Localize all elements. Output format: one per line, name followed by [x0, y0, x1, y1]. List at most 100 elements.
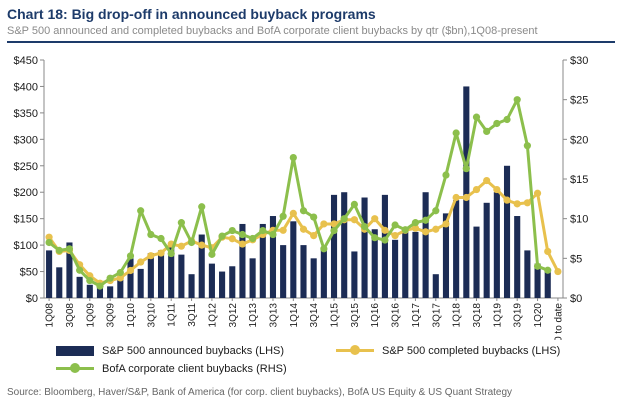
- x-tick-label: 1Q19: [492, 303, 503, 328]
- bar-announced: [463, 86, 470, 298]
- point-bofa: [381, 236, 389, 244]
- point-bofa: [452, 129, 460, 137]
- point-completed: [411, 224, 420, 232]
- y-right-tick-label: $10: [570, 214, 588, 226]
- y-left-tick-label: $50: [20, 267, 38, 279]
- bar-announced: [351, 251, 358, 298]
- chart-title: Chart 18: Big drop-off in announced buyb…: [7, 6, 376, 22]
- point-bofa: [533, 262, 542, 270]
- point-bofa: [76, 266, 84, 274]
- bar-announced: [117, 276, 124, 298]
- bar-announced: [544, 271, 551, 298]
- title-divider: [7, 41, 615, 43]
- bar-announced: [137, 268, 144, 298]
- point-bofa: [238, 230, 247, 239]
- point-bofa: [269, 230, 277, 239]
- point-bofa: [472, 113, 481, 121]
- point-bofa: [96, 282, 104, 290]
- x-tick-label: 3Q18: [472, 303, 483, 328]
- bar-announced: [280, 245, 287, 298]
- point-completed: [228, 235, 236, 243]
- bar-announced: [208, 263, 215, 298]
- legend-item-announced: S&P 500 announced buybacks (LHS): [56, 344, 306, 358]
- point-bofa: [411, 219, 420, 227]
- point-bofa: [249, 234, 257, 243]
- point-bofa: [55, 246, 63, 254]
- bar-announced: [483, 202, 490, 298]
- bar-announced: [259, 223, 266, 298]
- x-tick-label: 1Q15: [330, 303, 341, 328]
- bar-announced: [107, 286, 114, 298]
- x-tick-label: 3Q20 to date: [553, 303, 564, 340]
- bar-announced: [493, 192, 500, 298]
- x-tick-label: 3Q13: [269, 303, 280, 328]
- point-bofa: [218, 232, 226, 240]
- point-bofa: [106, 274, 114, 282]
- bar-announced: [330, 194, 338, 298]
- point-completed: [45, 233, 53, 241]
- point-completed: [462, 193, 470, 202]
- point-completed: [310, 231, 318, 240]
- point-bofa: [462, 165, 470, 173]
- point-bofa: [259, 226, 267, 235]
- bar-announced: [290, 221, 297, 298]
- point-bofa: [279, 212, 287, 220]
- point-bofa: [360, 223, 369, 231]
- bar-announced: [249, 258, 256, 298]
- legend-marker-bofa: [70, 363, 80, 373]
- bar-announced: [534, 263, 541, 298]
- legend-swatch-announced: [56, 346, 94, 356]
- point-bofa: [299, 207, 308, 215]
- x-tick-label: 3Q12: [228, 303, 239, 328]
- point-completed: [126, 266, 135, 275]
- y-left-tick-label: $200: [14, 187, 38, 199]
- point-completed: [157, 249, 165, 257]
- point-bofa: [116, 269, 124, 277]
- point-completed: [432, 225, 440, 233]
- x-tick-label: 1Q12: [207, 303, 218, 328]
- point-bofa: [157, 234, 165, 243]
- point-bofa: [126, 252, 135, 260]
- bar-announced: [514, 216, 521, 298]
- point-completed: [422, 228, 430, 236]
- point-bofa: [45, 238, 53, 247]
- y-right-tick-label: $30: [570, 55, 588, 67]
- bar-announced: [361, 197, 368, 298]
- y-left-tick-label: $250: [14, 161, 38, 173]
- y-right-tick-label: $5: [570, 253, 582, 265]
- point-completed: [299, 225, 308, 233]
- bar-announced: [219, 271, 226, 298]
- x-tick-label: 3Q10: [146, 303, 157, 328]
- point-bofa: [483, 127, 491, 135]
- x-tick-label: 1Q10: [126, 303, 137, 328]
- point-completed: [198, 241, 206, 249]
- bar-announced: [473, 226, 480, 298]
- x-tick-label: 3Q16: [391, 303, 402, 328]
- point-completed: [147, 252, 155, 260]
- bar-announced: [157, 250, 165, 298]
- x-tick-label: 3Q08: [65, 303, 76, 328]
- point-completed: [330, 220, 338, 228]
- buyback-chart: $0 $50 $100 $150 $200 $250 $300 $350 $400 $450 $0 $…: [14, 55, 589, 340]
- point-completed: [523, 199, 531, 207]
- point-bofa: [187, 238, 196, 247]
- point-completed: [503, 196, 511, 204]
- x-tick-label: 3Q09: [106, 303, 117, 328]
- point-bofa: [523, 142, 531, 150]
- point-completed: [472, 185, 481, 194]
- bar-announced: [371, 229, 378, 298]
- point-completed: [238, 240, 247, 248]
- point-bofa: [167, 249, 175, 258]
- bar-announced: [178, 254, 185, 298]
- x-tick-label: 3Q14: [309, 303, 320, 328]
- x-tick-label: 3Q17: [431, 303, 442, 328]
- point-bofa: [86, 276, 94, 285]
- bar-announced: [422, 192, 429, 298]
- y-right-tick-label: $15: [570, 174, 588, 186]
- bar-announced: [402, 229, 409, 298]
- point-bofa: [310, 213, 318, 221]
- point-completed: [493, 185, 501, 194]
- x-tick-label: 3Q11: [187, 303, 198, 327]
- bar-announced: [503, 165, 511, 298]
- point-completed: [381, 226, 389, 234]
